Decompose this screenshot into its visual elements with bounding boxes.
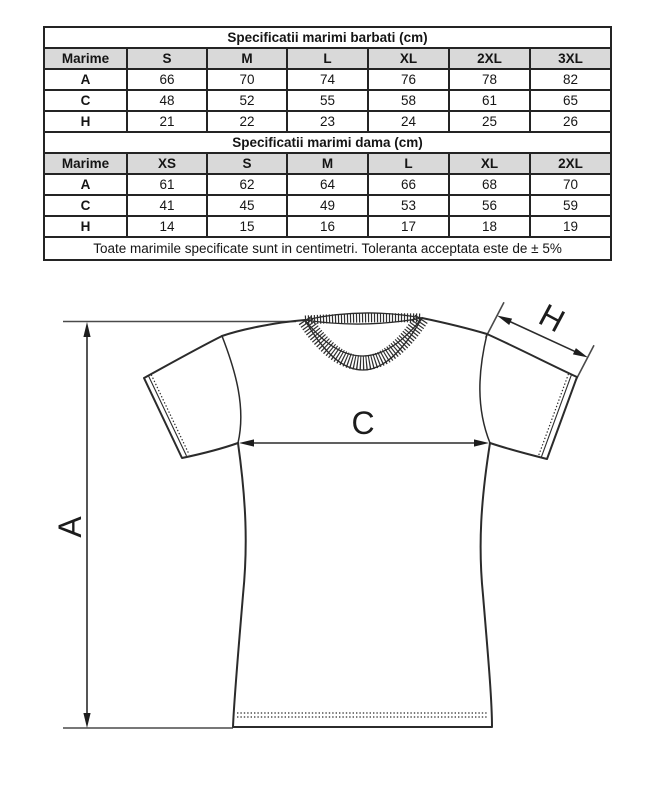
column-header: L xyxy=(286,47,369,70)
chest-label: C xyxy=(351,405,374,441)
table-cell: 16 xyxy=(286,215,369,238)
table-cell: 61 xyxy=(126,173,208,196)
men-table-title: Specificatii marimi barbati (cm) xyxy=(42,26,613,49)
table-cell: 76 xyxy=(367,68,450,91)
table-cell: 15 xyxy=(206,215,288,238)
dimension-line-chest: C xyxy=(239,405,489,447)
table-cell: 64 xyxy=(286,173,369,196)
column-header: Marime xyxy=(43,47,128,70)
table-cell: 53 xyxy=(367,194,450,217)
table-cell: 41 xyxy=(126,194,208,217)
table-cell: 82 xyxy=(528,68,613,91)
table-cell: 24 xyxy=(367,110,450,133)
table-cell: 21 xyxy=(126,110,208,133)
men-header-row: Marime S M L XL 2XL 3XL xyxy=(43,47,613,70)
table-cell: 66 xyxy=(126,68,208,91)
table-cell: 70 xyxy=(206,68,288,91)
table-row: H 14 15 16 17 18 19 xyxy=(43,215,613,238)
column-header: 2XL xyxy=(448,47,531,70)
men-title-row: Specificatii marimi barbati (cm) xyxy=(42,26,613,49)
extension-lines xyxy=(63,301,595,729)
table-cell: 65 xyxy=(528,89,613,112)
row-header: H xyxy=(43,110,128,133)
table-cell: 74 xyxy=(286,68,369,91)
table-row: C 41 45 49 53 56 59 xyxy=(43,194,613,217)
column-header: M xyxy=(206,47,288,70)
column-header: 2XL xyxy=(528,152,613,175)
row-header: H xyxy=(43,215,128,238)
column-header: S xyxy=(126,47,208,70)
table-cell: 17 xyxy=(367,215,450,238)
table-cell: 58 xyxy=(367,89,450,112)
column-header: L xyxy=(367,152,450,175)
size-spec-table: Specificatii marimi barbati (cm) Marime … xyxy=(42,26,613,261)
column-header: XL xyxy=(448,152,531,175)
length-label: A xyxy=(52,516,88,538)
collar-ribbing xyxy=(298,312,429,371)
dimension-line-sleeve: H xyxy=(497,297,588,358)
tolerance-footnote: Toate marimile specificate sunt in centi… xyxy=(42,236,613,261)
table-cell: 14 xyxy=(126,215,208,238)
table-cell: 59 xyxy=(528,194,613,217)
table-row: A 66 70 74 76 78 82 xyxy=(43,68,613,91)
women-header-row: Marime XS S M L XL 2XL xyxy=(43,152,613,175)
table-cell: 56 xyxy=(448,194,531,217)
table-row: H 21 22 23 24 25 26 xyxy=(43,110,613,133)
row-header: A xyxy=(43,68,128,91)
column-header: S xyxy=(206,152,288,175)
table-cell: 25 xyxy=(448,110,531,133)
table-cell: 68 xyxy=(448,173,531,196)
table-cell: 45 xyxy=(206,194,288,217)
table-cell: 22 xyxy=(206,110,288,133)
table-cell: 66 xyxy=(367,173,450,196)
table-cell: 18 xyxy=(448,215,531,238)
dimension-line-length: A xyxy=(52,322,91,728)
column-header: Marime xyxy=(43,152,128,175)
women-title-row: Specificatii marimi dama (cm) xyxy=(42,131,613,154)
table-cell: 23 xyxy=(286,110,369,133)
table-cell: 55 xyxy=(286,89,369,112)
column-header: XL xyxy=(367,47,450,70)
column-header: M xyxy=(286,152,369,175)
table-cell: 48 xyxy=(126,89,208,112)
row-header: C xyxy=(43,89,128,112)
table-cell: 19 xyxy=(528,215,613,238)
table-row: A 61 62 64 66 68 70 xyxy=(43,173,613,196)
table-cell: 26 xyxy=(528,110,613,133)
table-cell: 61 xyxy=(448,89,531,112)
table-cell: 70 xyxy=(528,173,613,196)
column-header: 3XL xyxy=(528,47,613,70)
table-cell: 52 xyxy=(206,89,288,112)
column-header: XS xyxy=(126,152,208,175)
row-header: C xyxy=(43,194,128,217)
table-row: C 48 52 55 58 61 65 xyxy=(43,89,613,112)
footnote-row: Toate marimile specificate sunt in centi… xyxy=(42,236,613,261)
table-cell: 78 xyxy=(448,68,531,91)
table-cell: 62 xyxy=(206,173,288,196)
table-cell: 49 xyxy=(286,194,369,217)
row-header: A xyxy=(43,173,128,196)
tshirt-outline xyxy=(143,317,578,728)
sleeve-label: H xyxy=(533,297,570,340)
women-table-title: Specificatii marimi dama (cm) xyxy=(42,131,613,154)
